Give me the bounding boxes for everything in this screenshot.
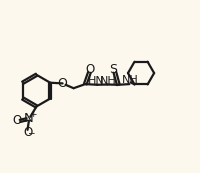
Text: NH: NH: [121, 75, 138, 85]
Text: O: O: [85, 63, 94, 76]
Text: S: S: [109, 63, 117, 76]
Text: O: O: [13, 114, 22, 128]
Text: O: O: [57, 77, 67, 90]
Text: NH: NH: [99, 76, 116, 86]
Text: +: +: [29, 110, 36, 119]
Text: HN: HN: [88, 76, 104, 86]
Text: N: N: [24, 112, 34, 125]
Text: O: O: [23, 126, 32, 139]
Text: −: −: [27, 128, 35, 137]
